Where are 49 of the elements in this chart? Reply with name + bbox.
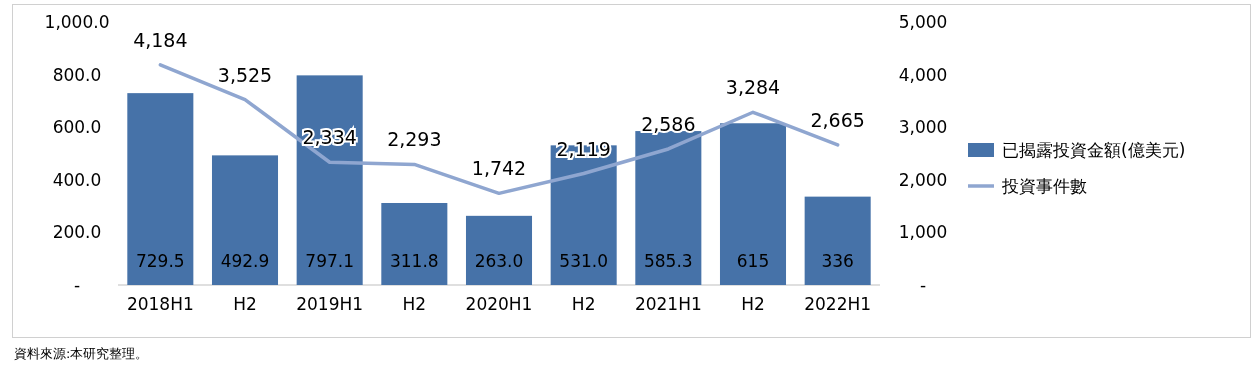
legend-label: 已揭露投資金額(億美元) <box>1002 140 1186 160</box>
y2-tick-label: 2,000 <box>898 169 948 190</box>
bar <box>465 215 533 285</box>
data-label: 3,284 <box>725 76 781 99</box>
y2-tick-label: - <box>919 274 927 295</box>
y2-tick-label: 4,000 <box>898 64 948 85</box>
x-tick-label: 2022H1 <box>804 294 872 314</box>
bar <box>381 203 448 285</box>
bar <box>719 123 787 285</box>
data-label: 1,742 <box>471 157 527 180</box>
data-label: 615 <box>736 251 770 271</box>
x-tick-label: H2 <box>741 294 765 314</box>
x-tick-label: H2 <box>402 294 427 314</box>
source-note: 資料來源:本研究整理。 <box>14 346 149 361</box>
data-label: 311.8 <box>390 251 439 271</box>
bar <box>127 93 194 285</box>
data-label: 3,525 <box>217 63 273 86</box>
data-label: 531.0 <box>559 251 608 271</box>
data-label: 492.9 <box>220 251 270 271</box>
data-label: 336 <box>821 251 854 271</box>
x-tick-label: H2 <box>571 294 596 314</box>
data-label: 729.5 <box>136 251 185 271</box>
x-tick-label: 2020H1 <box>465 294 533 314</box>
y-tick-label: 1,000.0 <box>44 11 110 32</box>
y-tick-label: 400.0 <box>52 169 102 190</box>
data-label: 2,586 <box>641 112 696 135</box>
bar <box>804 196 871 285</box>
y2-tick-label: 1,000 <box>898 222 948 243</box>
x-tick-label: 2019H1 <box>296 294 364 314</box>
bar <box>635 131 702 285</box>
data-label: 2,334 <box>302 126 357 149</box>
y-tick-label: 800.0 <box>52 64 102 85</box>
data-label: 263.0 <box>474 251 524 271</box>
bar <box>296 75 363 285</box>
x-tick-label: 2018H1 <box>126 294 194 314</box>
data-label: 797.1 <box>305 251 354 271</box>
data-label: 4,184 <box>133 28 188 51</box>
legend-label: 投資事件數 <box>1001 176 1087 196</box>
bar <box>211 155 279 285</box>
x-tick-label: H2 <box>233 294 257 314</box>
y2-tick-label: 3,000 <box>898 117 948 138</box>
y-tick-label: 600.0 <box>52 117 102 138</box>
data-label: 2,665 <box>810 108 865 131</box>
y2-tick-label: 5,000 <box>898 11 948 32</box>
data-label: 2,293 <box>387 128 442 151</box>
x-tick-label: 2021H1 <box>634 294 702 314</box>
y-tick-label: - <box>73 274 81 295</box>
y-tick-label: 200.0 <box>52 222 102 243</box>
data-label: 585.3 <box>644 251 693 271</box>
